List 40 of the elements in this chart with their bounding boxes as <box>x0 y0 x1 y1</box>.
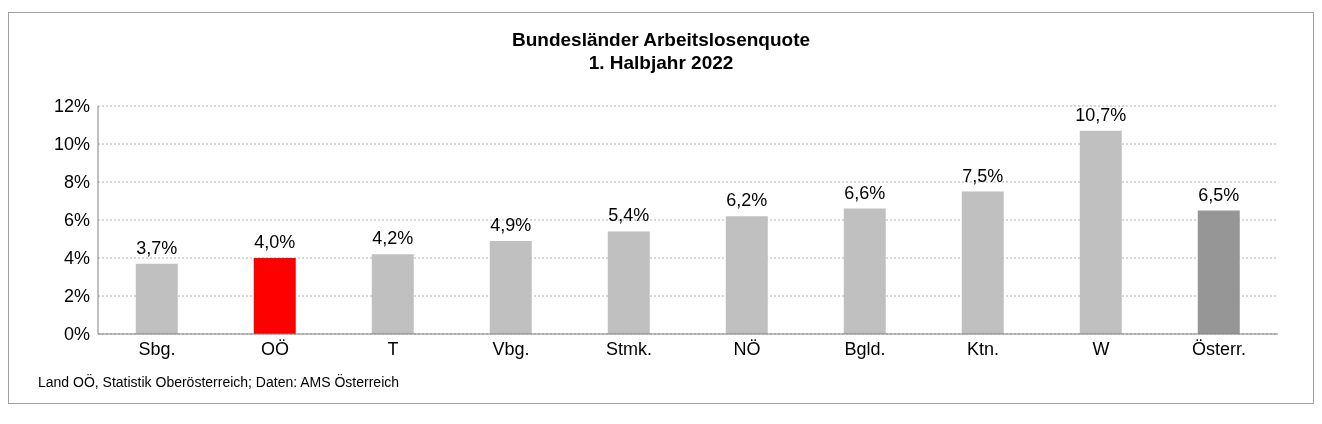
x-tick-label: W <box>1092 338 1110 359</box>
x-tick-label: Sbg. <box>138 338 176 359</box>
chart-title: Bundesländer Arbeitslosenquote <box>510 28 812 51</box>
data-label: 3,7% <box>136 237 178 258</box>
x-tick-label: Bgld. <box>844 338 886 359</box>
y-tick-label: 4% <box>63 248 90 269</box>
y-tick-label: 12% <box>53 96 90 117</box>
y-tick-label: 2% <box>63 286 90 307</box>
bar <box>725 216 768 334</box>
data-label: 6,6% <box>844 182 886 203</box>
bar <box>961 191 1004 334</box>
bar <box>843 208 886 334</box>
bar <box>371 254 414 334</box>
x-tick-label: OÖ <box>260 338 290 359</box>
data-label: 6,2% <box>726 190 768 211</box>
data-label: 6,5% <box>1198 184 1240 205</box>
data-label: 4,2% <box>372 228 414 249</box>
bar <box>135 263 178 334</box>
x-tick-label: T <box>387 338 399 359</box>
data-label: 4,0% <box>254 232 296 252</box>
y-tick-label: 10% <box>53 134 90 155</box>
data-label: 7,5% <box>962 165 1004 186</box>
chart-subtitle: 1. Halbjahr 2022 <box>587 51 735 74</box>
bar <box>607 231 650 334</box>
data-label: 10,7% <box>1075 104 1127 125</box>
x-tick-label: Österr. <box>1191 338 1247 359</box>
x-tick-label: Ktn. <box>966 338 1000 359</box>
bar <box>253 258 296 334</box>
bar <box>489 240 532 334</box>
x-tick-label: Vbg. <box>492 338 530 359</box>
y-tick-label: 6% <box>63 210 90 231</box>
y-tick-label: 8% <box>63 172 90 193</box>
x-tick-label: Stmk. <box>605 338 653 359</box>
y-tick-label: 0% <box>63 324 90 345</box>
data-label: 4,9% <box>490 214 532 235</box>
bar <box>1079 130 1122 334</box>
text: Land OÖ, Statistik Oberösterreich; Daten: AMS Österreich <box>38 374 400 390</box>
bar <box>1197 210 1240 334</box>
data-label: 5,4% <box>608 205 650 226</box>
x-tick-label: NÖ <box>733 338 761 359</box>
